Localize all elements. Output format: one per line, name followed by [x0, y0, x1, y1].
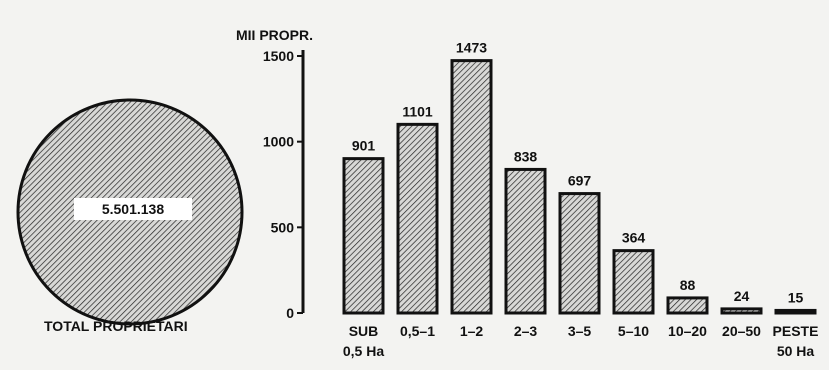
x-tick-label: 3–5 [568, 323, 592, 339]
bar [504, 167, 547, 315]
x-tick-label: 5–10 [618, 323, 649, 339]
bar-value-label: 1101 [402, 103, 433, 119]
y-tick-label: 1000 [263, 134, 294, 150]
bar-value-label: 15 [788, 289, 804, 305]
x-tick-label: 50 Ha [777, 343, 815, 359]
bar-value-label: 24 [734, 288, 750, 304]
bar [720, 307, 763, 315]
x-tick-label: SUB [349, 323, 379, 339]
bar-value-label: 88 [680, 277, 696, 293]
x-tick-label: PESTE [773, 323, 819, 339]
bar [450, 59, 493, 315]
y-axis-label: MII PROPR. [236, 27, 313, 43]
bar [774, 308, 817, 315]
bar [342, 157, 385, 315]
bar [666, 296, 709, 315]
x-tick-label: 1–2 [460, 323, 484, 339]
total-value: 5.501.138 [74, 198, 192, 220]
bar-value-label: 838 [514, 148, 538, 164]
y-tick-label: 1500 [263, 48, 294, 64]
x-tick-label: 2–3 [514, 323, 538, 339]
x-tick-label: 0,5 Ha [343, 343, 384, 359]
y-tick-label: 500 [271, 219, 295, 235]
x-tick-label: 10–20 [668, 323, 707, 339]
bar-value-label: 364 [622, 230, 646, 246]
bar-value-label: 697 [568, 173, 592, 189]
x-tick-label: 0,5–1 [400, 323, 435, 339]
bar-value-label: 901 [352, 138, 376, 154]
bar [558, 192, 601, 315]
y-tick-label: 0 [286, 305, 294, 321]
total-label: TOTAL PROPRIETARI [44, 318, 188, 334]
bar [612, 249, 655, 315]
bar [396, 122, 439, 315]
bar-value-label: 1473 [456, 40, 487, 56]
x-tick-label: 20–50 [722, 323, 761, 339]
